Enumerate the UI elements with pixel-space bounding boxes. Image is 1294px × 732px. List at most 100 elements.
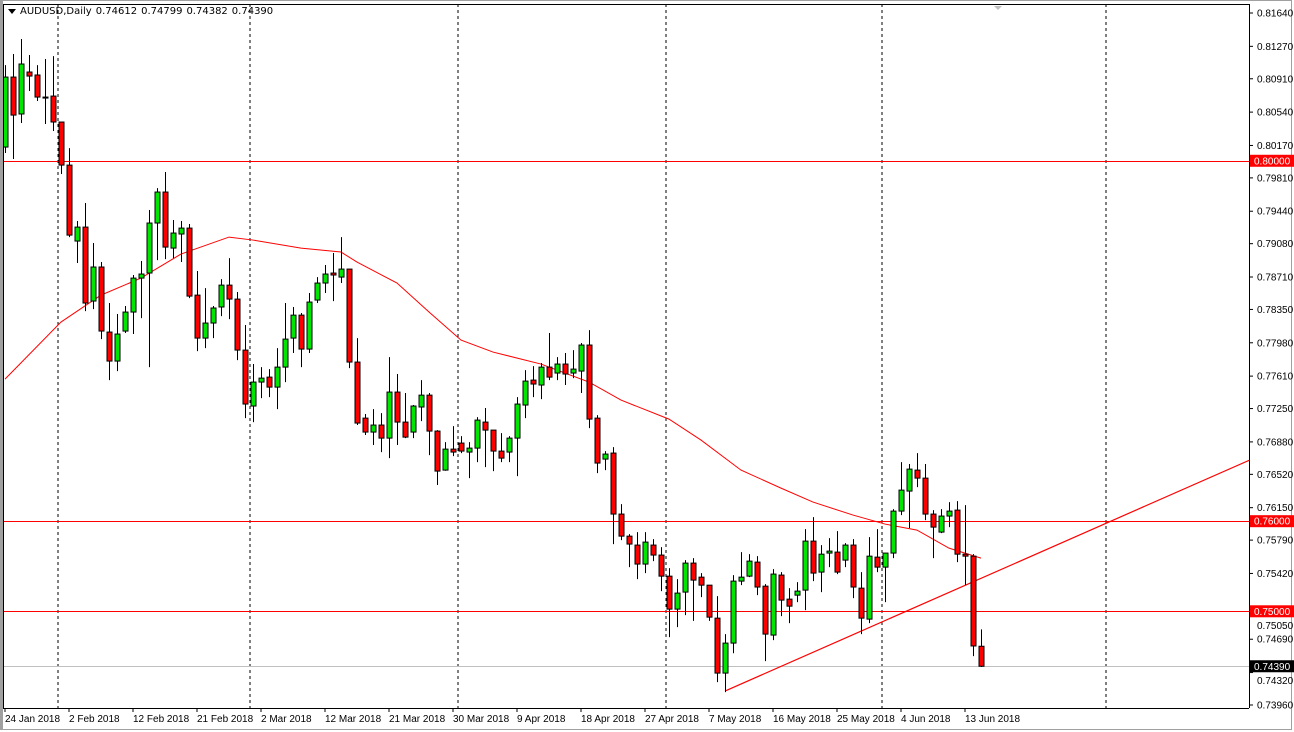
candle-body-bullish <box>818 553 825 573</box>
x-tick-label: 16 May 2018 <box>773 714 831 725</box>
candle-body-bearish <box>394 391 401 423</box>
candle-body-bearish <box>546 366 553 378</box>
candle <box>658 547 665 592</box>
candle-body-bullish <box>138 273 145 279</box>
candle <box>538 363 545 400</box>
candle-body-bearish <box>98 266 105 332</box>
x-tick-label: 27 Apr 2018 <box>645 714 699 725</box>
candle <box>42 59 49 125</box>
candle <box>186 224 193 299</box>
symbol-timeframe: AUDUSD,Daily <box>20 6 92 17</box>
candle <box>890 509 897 559</box>
candle-body-bullish <box>826 550 833 554</box>
y-tick-label: 0.80170 <box>1257 141 1294 152</box>
level-price-label-bg <box>1250 154 1294 167</box>
candle-body-bullish <box>410 405 417 433</box>
candle <box>202 288 209 349</box>
candle-body-bullish <box>882 552 889 568</box>
candle-body-bearish <box>450 448 457 453</box>
ohlc-open: 0.74612 <box>95 6 138 17</box>
candle <box>258 367 265 399</box>
candle-body-bearish <box>930 513 937 528</box>
candle <box>514 397 521 477</box>
candle-body-bearish <box>698 576 705 586</box>
candle-body-bearish <box>954 509 961 555</box>
candle-body-bearish <box>626 535 633 545</box>
y-tick-label: 0.80910 <box>1257 74 1294 85</box>
candle-body-bullish <box>370 424 377 433</box>
candle-body-bearish <box>762 585 769 635</box>
candle <box>722 634 729 693</box>
candle-body-bearish <box>850 544 857 588</box>
candle <box>90 243 97 310</box>
candle-body-bearish <box>978 645 985 667</box>
candle <box>834 531 841 575</box>
candle <box>338 237 345 284</box>
candle-body-bullish <box>90 266 97 302</box>
candle-body-bullish <box>322 273 329 284</box>
candle-body-bullish <box>122 311 129 332</box>
candle <box>3 65 9 154</box>
plot-area <box>3 4 1249 708</box>
candle <box>210 306 217 339</box>
candle <box>618 504 625 541</box>
candle-body-bullish <box>538 366 545 386</box>
candle-body-bullish <box>442 448 449 471</box>
candle-body-bullish <box>890 510 897 554</box>
candle-body-bearish <box>618 513 625 537</box>
candle-body-bearish <box>778 574 785 601</box>
candle-body-bearish <box>66 164 73 236</box>
candle-body-bullish <box>770 573 777 636</box>
candle-body-bearish <box>650 544 657 556</box>
candle <box>218 279 225 317</box>
candle <box>242 325 249 419</box>
candle-body-bearish <box>234 298 241 351</box>
candle <box>178 221 185 263</box>
candle-body-bullish <box>202 322 209 339</box>
candle-body-bullish <box>474 419 481 449</box>
candle-body-bullish <box>130 277 137 313</box>
candle <box>154 188 161 261</box>
dropdown-triangle-icon[interactable] <box>8 9 16 14</box>
candle-body-bearish <box>162 191 169 248</box>
chart-shift-marker-icon <box>994 6 1002 10</box>
candle-body-bullish <box>146 222 153 274</box>
candle <box>482 408 489 468</box>
candle <box>58 121 65 175</box>
candle <box>290 307 297 354</box>
candle-body-bearish <box>354 361 361 424</box>
x-tick-label: 25 May 2018 <box>837 714 895 725</box>
candle <box>546 333 553 381</box>
candle-body-bullish <box>570 368 577 374</box>
candle <box>738 552 745 586</box>
candle <box>850 539 857 599</box>
candle-body-bearish <box>498 450 505 459</box>
candle <box>410 405 417 439</box>
y-tick-label: 0.76520 <box>1257 470 1294 481</box>
candle <box>522 370 529 419</box>
candle <box>938 509 945 534</box>
candle <box>322 265 329 294</box>
candle-body-bullish <box>282 338 289 368</box>
candle-body-bearish <box>458 442 465 452</box>
candle <box>162 172 169 260</box>
candle <box>18 39 25 124</box>
candle-body-bearish <box>194 294 201 339</box>
candle <box>922 464 929 521</box>
candle-body-bearish <box>810 540 817 574</box>
candle <box>146 210 153 368</box>
candle-body-bearish <box>186 227 193 297</box>
y-tick-label: 0.73960 <box>1257 701 1294 712</box>
candle-body-bullish <box>602 453 609 460</box>
y-tick-label: 0.81640 <box>1257 9 1294 20</box>
candle-body-bullish <box>3 76 9 148</box>
y-tick-label: 0.79810 <box>1257 173 1294 184</box>
candle-body-bullish <box>946 510 953 517</box>
candle <box>762 584 769 662</box>
candle-body-bearish <box>346 268 353 363</box>
candle <box>682 560 689 616</box>
candle-body-bearish <box>634 544 641 565</box>
candle <box>570 350 577 379</box>
